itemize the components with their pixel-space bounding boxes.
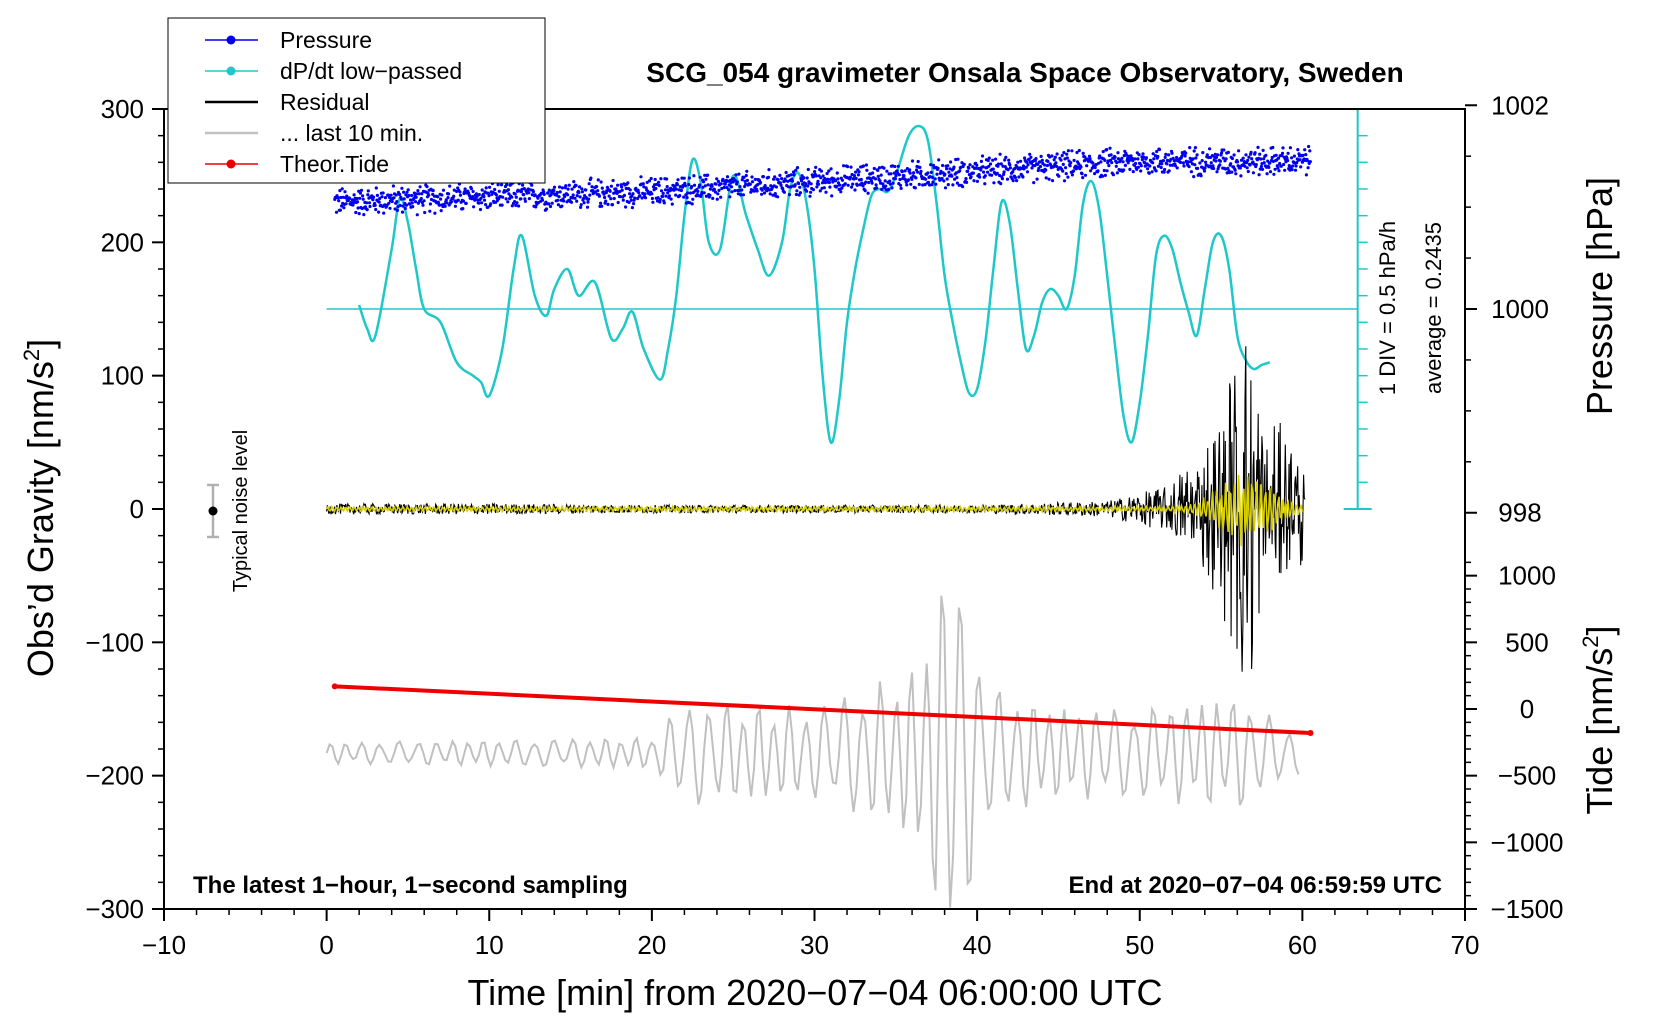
x-axis-label: Time [min] from 2020−07−04 06:00:00 UTC (467, 972, 1162, 1013)
legend-item: Theor.Tide (205, 151, 389, 177)
pressure-tick-label: 1000 (1491, 294, 1549, 324)
x-tick-label: 50 (1125, 930, 1154, 960)
tide-tick-label: −500 (1498, 761, 1557, 791)
series-theor-tide (331, 683, 1314, 736)
y-axis-label: Obs’d Gravity [nm/s2] (19, 339, 61, 677)
y-tick-label: 300 (101, 94, 144, 124)
tide-tick-label: 500 (1505, 627, 1548, 657)
legend-item: Pressure (205, 27, 372, 53)
tide-axis-label: Tide [nm/s2] (1578, 626, 1620, 815)
legend-item: dP/dt low−passed (205, 58, 462, 84)
tide-tick-label: −1000 (1490, 827, 1563, 857)
y-tick-label: 100 (101, 361, 144, 391)
legend-label: Residual (280, 89, 370, 115)
data-traces (325, 124, 1358, 908)
legend-label: dP/dt low−passed (280, 58, 462, 84)
noise-label: Typical noise level (230, 430, 252, 592)
tide-tick-label: 1000 (1498, 561, 1556, 591)
pressure-scale-bar (1343, 108, 1372, 510)
tide-tick-label: −1500 (1490, 894, 1563, 924)
annotation-bottom-right: End at 2020−07−04 06:59:59 UTC (1068, 872, 1442, 899)
noise-level-indicator: Typical noise level (207, 430, 252, 592)
series-residual-overlay (325, 474, 1304, 547)
x-tick-label: 0 (319, 930, 333, 960)
legend-label: ... last 10 min. (280, 120, 423, 146)
pressure-tick-label: 998 (1498, 498, 1541, 528)
pressure-tick-label: 1002 (1491, 90, 1549, 120)
x-tick-label: 10 (475, 930, 504, 960)
chart-title: SCG_054 gravimeter Onsala Space Observat… (646, 57, 1403, 88)
legend-box (167, 17, 546, 184)
div-label: 1 DIV = 0.5 hPa/h (1375, 221, 1400, 395)
average-label: average = 0.2435 (1421, 222, 1446, 394)
y-tick-label: 0 (130, 494, 144, 524)
noise-point (208, 506, 218, 516)
series-pressure (333, 144, 1312, 217)
x-tick-label: 30 (800, 930, 829, 960)
x-tick-label: 60 (1288, 930, 1317, 960)
legend: Pressure dP/dt low−passed Residual ... last… (167, 17, 546, 184)
annotation-bottom-left: The latest 1−hour, 1−second sampling (193, 872, 628, 899)
legend-item: ... last 10 min. (205, 120, 423, 146)
legend-label: Theor.Tide (280, 151, 389, 177)
y-tick-label: −300 (85, 894, 144, 924)
pressure-axis-label: Pressure [hPa] (1579, 177, 1620, 415)
tide-tick-label: 0 (1520, 694, 1534, 724)
y-tick-label: 200 (101, 227, 144, 257)
axes: −10 0 10 20 30 40 50 60 70−300−200−1000100200300… (85, 90, 1563, 960)
y-tick-label: −100 (85, 627, 144, 657)
legend-item: Residual (205, 89, 370, 115)
legend-marker (226, 35, 236, 45)
legend-marker (226, 66, 236, 76)
legend-label: Pressure (280, 27, 372, 53)
series-last-10-min (325, 595, 1300, 908)
series-dpdt-low-passed (357, 124, 1271, 444)
legend-marker (226, 159, 236, 169)
x-tick-label: 20 (637, 930, 666, 960)
y-tick-label: −200 (85, 761, 144, 791)
x-tick-label: −10 (142, 930, 186, 960)
x-tick-label: 40 (963, 930, 992, 960)
x-tick-label: 70 (1451, 930, 1480, 960)
